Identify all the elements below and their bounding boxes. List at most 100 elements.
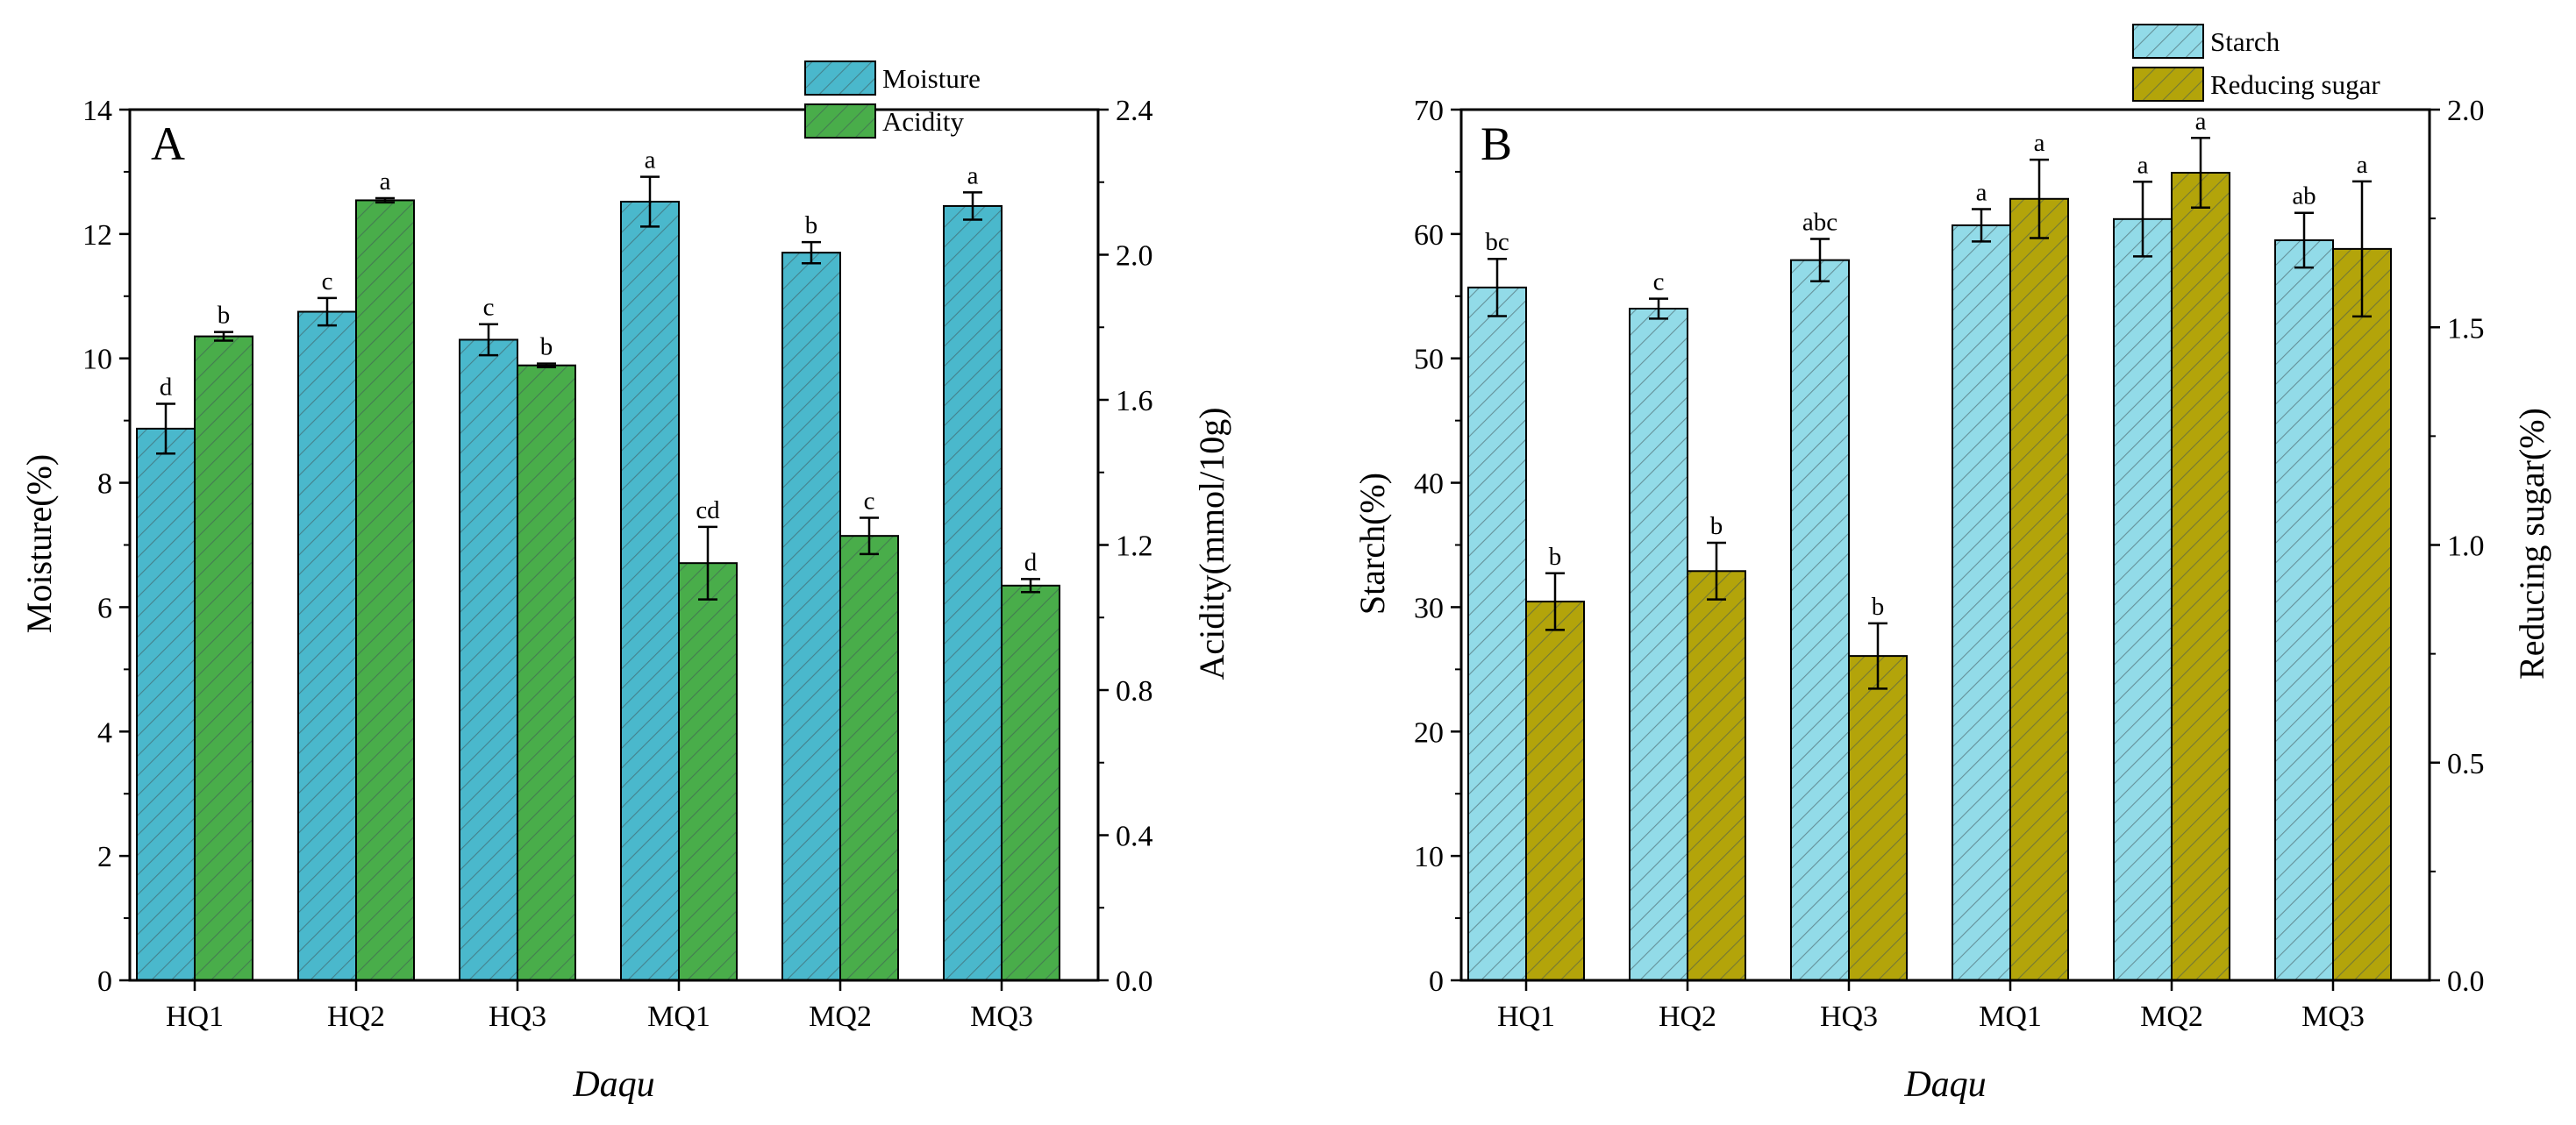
error-bar-reducing-sugar-hq2 <box>1707 541 1726 601</box>
error-bar-reducing-sugar-hq3 <box>1868 622 1887 690</box>
bar-starch-hq2 <box>1629 307 1688 981</box>
sig-letter-reducing-sugar-mq3: a <box>2357 151 2368 179</box>
bar-reducing-sugar-hq3 <box>1848 655 1908 981</box>
left-y-tick-label: 70 <box>1414 95 1444 127</box>
bar-acidity-hq3 <box>517 364 576 982</box>
left-y-tick-label: 12 <box>82 219 112 252</box>
error-bar-reducing-sugar-mq2 <box>2191 137 2210 209</box>
sig-letter-moisture-mq3: a <box>967 161 979 189</box>
sig-letter-moisture-hq1: d <box>160 373 173 401</box>
error-bar-moisture-mq3 <box>963 191 982 221</box>
left-y-tick-label: 30 <box>1414 592 1444 624</box>
sig-letter-acidity-hq2: a <box>380 167 391 196</box>
error-bar-starch-mq1 <box>1972 208 1991 243</box>
error-bar-starch-hq1 <box>1488 257 1507 317</box>
right-y-tick-label: 2.0 <box>2447 95 2485 127</box>
bar-reducing-sugar-mq2 <box>2171 171 2230 981</box>
error-bar-acidity-hq3 <box>537 362 556 369</box>
error-bar-moisture-hq1 <box>156 402 175 455</box>
sig-letter-reducing-sugar-mq1: a <box>2034 129 2045 157</box>
right-y-tick-label: 0.0 <box>1116 965 1153 998</box>
x-tick-label-hq1: HQ1 <box>166 1000 224 1033</box>
sig-letter-reducing-sugar-hq1: b <box>1549 543 1562 571</box>
left-y-tick-label: 20 <box>1414 716 1444 749</box>
error-bar-moisture-mq1 <box>640 175 660 228</box>
error-bar-starch-mq3 <box>2294 211 2314 269</box>
x-tick-label-mq1: MQ1 <box>1979 1000 2042 1033</box>
x-tick-label-mq2: MQ2 <box>809 1000 872 1033</box>
left-y-tick-label: 2 <box>97 841 112 873</box>
error-bar-reducing-sugar-mq3 <box>2352 180 2372 318</box>
sig-letter-moisture-mq2: b <box>805 211 818 239</box>
panel-b-label: B <box>1481 117 1512 170</box>
x-tick-label-mq1: MQ1 <box>647 1000 710 1033</box>
bar-starch-mq3 <box>2274 239 2334 981</box>
sig-letter-reducing-sugar-hq3: b <box>1872 593 1885 621</box>
panel-a-legend: Moisture Acidity <box>804 61 981 139</box>
right-y-tick-label: 0.0 <box>2447 965 2485 998</box>
bar-moisture-mq1 <box>620 200 680 981</box>
sig-letter-moisture-hq3: c <box>483 294 495 322</box>
left-y-tick-label: 6 <box>97 592 112 624</box>
legend-swatch-reducing-sugar <box>2132 67 2204 102</box>
error-bar-starch-hq3 <box>1810 238 1830 283</box>
right-y-tick-label: 1.0 <box>2447 530 2485 563</box>
sig-letter-starch-hq2: c <box>1653 268 1665 296</box>
bar-starch-mq1 <box>1952 224 2011 982</box>
left-y-tick-label: 50 <box>1414 344 1444 376</box>
panel-b-left-axis-title: Starch(%) <box>1352 473 1392 615</box>
panel-b-legend: Starch Reducing sugar <box>2132 24 2380 102</box>
sig-letter-acidity-mq3: d <box>1024 548 1038 576</box>
panel-a-right-axis-title: Acidity(mmol/10g) <box>1192 407 1231 680</box>
legend-swatch-acidity <box>804 103 876 139</box>
bar-starch-mq2 <box>2113 217 2173 981</box>
legend-swatch-starch <box>2132 24 2204 59</box>
panel-a-x-axis-title: Daqu <box>572 1064 654 1105</box>
bar-acidity-mq1 <box>678 562 738 981</box>
x-tick-label-mq3: MQ3 <box>2301 1000 2365 1033</box>
bar-moisture-mq3 <box>943 204 1003 982</box>
right-y-tick-label: 1.5 <box>2447 312 2485 345</box>
bar-reducing-sugar-hq1 <box>1525 601 1585 981</box>
sig-letter-moisture-mq1: a <box>645 146 656 174</box>
error-bar-moisture-hq3 <box>479 323 498 357</box>
x-tick-label-hq3: HQ3 <box>1820 1000 1878 1033</box>
error-bar-moisture-mq2 <box>802 240 821 265</box>
right-y-tick-label: 0.8 <box>1116 675 1153 708</box>
left-y-tick-label: 14 <box>82 95 112 127</box>
sig-letter-acidity-hq1: b <box>218 302 231 330</box>
sig-letter-starch-mq2: a <box>2137 151 2149 179</box>
right-y-tick-label: 2.4 <box>1116 95 1153 127</box>
sig-letter-starch-mq1: a <box>1976 178 1987 206</box>
legend-label-acidity: Acidity <box>882 106 964 137</box>
panel-a-left-axis-title: Moisture(%) <box>19 454 59 633</box>
left-y-tick-label: 0 <box>1429 965 1444 998</box>
left-y-tick-label: 10 <box>82 344 112 376</box>
left-y-tick-label: 8 <box>97 468 112 501</box>
sig-letter-reducing-sugar-hq2: b <box>1710 512 1723 540</box>
left-y-tick-label: 40 <box>1414 468 1444 501</box>
bar-moisture-mq2 <box>781 252 841 981</box>
bar-acidity-hq1 <box>194 335 253 981</box>
left-y-tick-label: 60 <box>1414 219 1444 252</box>
sig-letter-starch-mq3: ab <box>2292 182 2316 210</box>
bar-moisture-hq3 <box>459 338 518 981</box>
error-bar-moisture-hq2 <box>318 296 337 327</box>
panel-a: d b c a c b a cd b c a d HQ1 HQ2 HQ3 MQ1 MQ2 MQ3 0 2 4 6 8 10 1… <box>19 61 1231 1105</box>
x-tick-label-mq3: MQ3 <box>970 1000 1033 1033</box>
error-bar-acidity-mq1 <box>698 525 717 601</box>
error-bar-reducing-sugar-mq1 <box>2030 158 2049 239</box>
x-tick-label-hq3: HQ3 <box>489 1000 546 1033</box>
error-bar-starch-hq2 <box>1649 297 1668 320</box>
sig-letter-reducing-sugar-mq2: a <box>2195 107 2207 135</box>
panel-a-axes: HQ1 HQ2 HQ3 MQ1 MQ2 MQ3 0 2 4 6 8 10 12 14 0.0 0.4 0.8 1.… <box>82 95 1153 1033</box>
error-bar-acidity-mq2 <box>860 516 879 556</box>
legend-swatch-moisture <box>804 61 876 96</box>
bar-starch-hq3 <box>1790 259 1850 981</box>
error-bar-acidity-hq2 <box>375 196 395 204</box>
sig-letter-acidity-mq1: cd <box>696 496 720 524</box>
right-y-tick-label: 0.4 <box>1116 821 1153 853</box>
legend-label-reducing-sugar: Reducing sugar <box>2210 69 2380 100</box>
